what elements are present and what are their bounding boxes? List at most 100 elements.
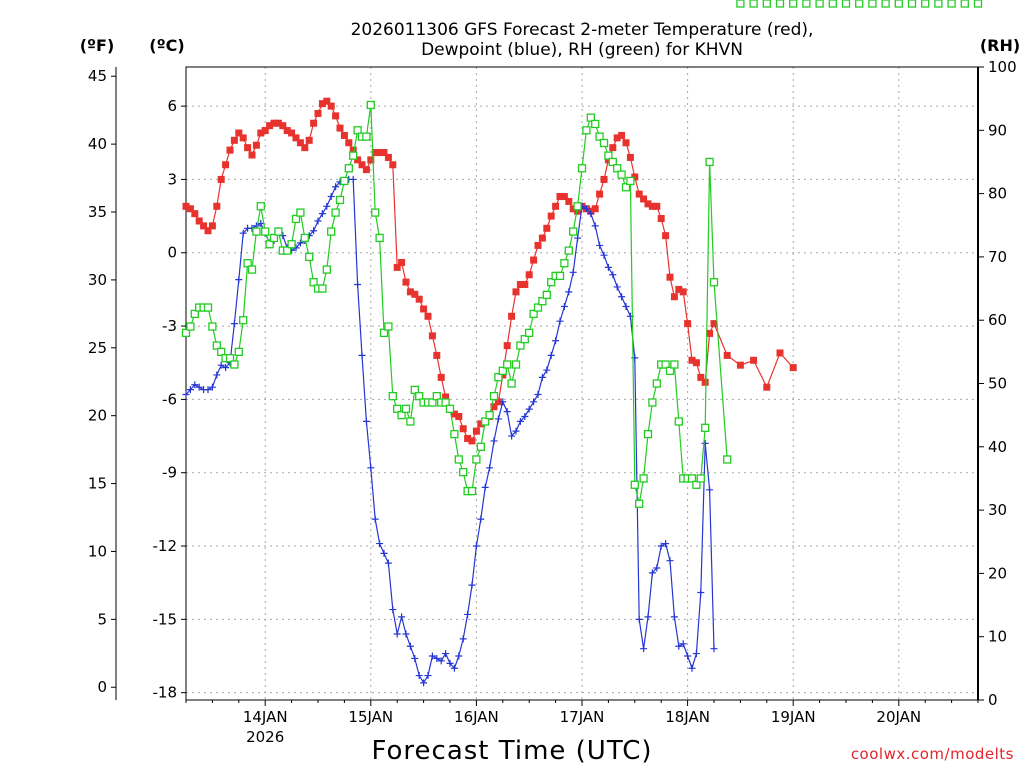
temperature-point xyxy=(591,205,599,213)
temperature-point xyxy=(398,259,406,267)
dewpoint-point xyxy=(296,239,304,247)
temperature-point xyxy=(389,161,397,169)
dewpoint-point xyxy=(428,652,436,660)
fahrenheit-tick-label: 25 xyxy=(88,339,107,357)
temperature-point xyxy=(274,119,282,127)
temperature-point xyxy=(292,134,300,142)
celsius-tick-label: -9 xyxy=(162,464,177,482)
temperature-point xyxy=(609,144,617,152)
dewpoint-point xyxy=(380,549,388,557)
temperature-point xyxy=(283,127,291,135)
temperature-point xyxy=(261,127,269,135)
temperature-point xyxy=(618,131,626,139)
temperature-point xyxy=(662,232,670,240)
rh-point xyxy=(445,404,455,413)
rh-point xyxy=(613,164,622,173)
dewpoint-point xyxy=(371,515,379,523)
rh-point xyxy=(670,360,679,369)
dewpoint-point xyxy=(442,650,450,658)
temperature-point xyxy=(600,175,608,183)
rh-point xyxy=(349,151,358,160)
fahrenheit-tick-label: 40 xyxy=(88,135,107,153)
dewpoint-point xyxy=(376,540,384,548)
dewpoint-point xyxy=(327,193,335,201)
rh-point xyxy=(586,113,595,122)
rh-point xyxy=(401,404,411,413)
dewpoint-point xyxy=(204,386,212,394)
fahrenheit-unit-label: (ºF) xyxy=(80,36,115,55)
rh-point xyxy=(331,208,340,217)
series-line xyxy=(185,104,728,504)
rh-point xyxy=(907,0,917,8)
rh-point xyxy=(582,126,591,135)
rh-point xyxy=(247,265,257,274)
rh-point xyxy=(459,467,468,477)
dewpoint-point xyxy=(349,175,357,183)
rh-point xyxy=(450,429,459,439)
dewpoint-point xyxy=(402,630,410,638)
temperature-point xyxy=(657,215,665,223)
rh-point xyxy=(789,0,798,8)
temperature-point xyxy=(516,281,524,289)
rh-point xyxy=(472,455,481,464)
rh-point xyxy=(415,392,424,401)
rh-point xyxy=(485,410,494,420)
dewpoint-point xyxy=(468,581,476,589)
rh-point xyxy=(652,379,661,388)
dewpoint-point xyxy=(512,427,520,435)
rh-point xyxy=(894,0,903,8)
temperature-point xyxy=(248,151,256,159)
temperature-point xyxy=(415,295,423,303)
celsius-tick-label: -18 xyxy=(153,684,178,702)
dewpoint-point xyxy=(398,613,406,621)
temperature-point xyxy=(574,207,582,215)
rh-point xyxy=(190,309,199,319)
dewpoint-point xyxy=(666,557,674,565)
celsius-tick-label: -15 xyxy=(153,610,178,628)
chart-title-line-2: Dewpoint (blue), RH (green) for KHVN xyxy=(421,40,743,60)
x-tick-label: 15JAN xyxy=(348,708,393,726)
temperature-point xyxy=(182,202,190,210)
temperature-point xyxy=(459,425,467,433)
temperature-point xyxy=(670,293,678,301)
dewpoint-point xyxy=(310,227,318,235)
rh-point xyxy=(775,0,785,8)
temperature-point xyxy=(644,200,652,208)
x-axis-label: Forecast Time (UTC) xyxy=(371,736,652,766)
rh-point xyxy=(692,480,701,489)
temperature-point xyxy=(640,195,648,203)
dewpoint-point xyxy=(433,654,441,662)
x-tick-label: 19JAN xyxy=(771,708,816,726)
x-tick-label: 16JAN xyxy=(454,708,499,726)
dewpoint-point xyxy=(477,515,485,523)
rh-point xyxy=(309,278,318,287)
axes: 454035302520151050630-3-6-9-12-15-181009… xyxy=(88,58,1017,746)
rh-point xyxy=(327,227,336,236)
celsius-tick-label: -3 xyxy=(162,317,177,335)
rh-point xyxy=(269,233,279,243)
temperature-point xyxy=(288,129,296,137)
rh-point xyxy=(560,259,569,268)
rh-point xyxy=(569,227,578,236)
temperature-point xyxy=(631,173,639,181)
rh-point xyxy=(384,322,393,331)
rh-point xyxy=(432,392,441,401)
rh-point xyxy=(318,284,327,293)
dewpoint-point xyxy=(217,361,225,369)
rh-point xyxy=(511,360,521,369)
rh-point xyxy=(393,404,402,413)
temperature-point xyxy=(270,119,278,127)
rh-point xyxy=(274,227,283,236)
fahrenheit-tick-label: 35 xyxy=(88,203,107,221)
rh-point xyxy=(296,208,305,217)
temperature-point xyxy=(195,217,203,225)
rh-point xyxy=(507,379,516,388)
dewpoint-point xyxy=(481,483,489,491)
rh-point xyxy=(736,0,745,8)
rh-point xyxy=(322,265,331,274)
rh-point xyxy=(696,474,705,483)
rh-point xyxy=(454,455,463,464)
dewpoint-point xyxy=(508,432,516,440)
rh-point xyxy=(934,0,943,8)
rh-point xyxy=(406,417,415,426)
